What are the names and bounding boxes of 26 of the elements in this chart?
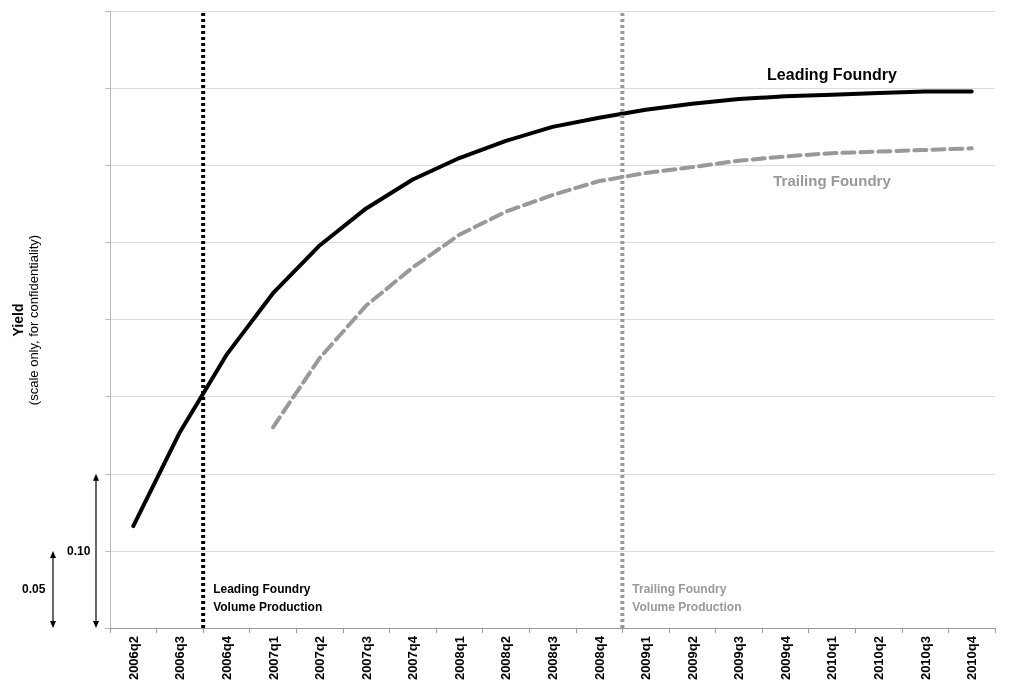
x-tick-label: 2010q3 <box>917 636 933 681</box>
x-tick-label: 2008q4 <box>591 635 607 681</box>
x-tick-label: 2006q4 <box>218 635 234 681</box>
x-tick-label: 2006q2 <box>125 636 141 681</box>
x-tick-label: 2007q4 <box>405 635 421 681</box>
x-tick-label: 2009q1 <box>638 636 654 681</box>
ref-line-label: Trailing Foundry Volume Production <box>632 581 742 616</box>
series-label: Trailing Foundry <box>773 172 892 190</box>
x-tick-label: 2006q3 <box>172 636 188 681</box>
x-tick-label: 2007q2 <box>312 636 328 681</box>
text: 0.10 <box>67 542 91 560</box>
x-tick-label: 2010q2 <box>871 636 887 681</box>
x-tick-label: 2008q3 <box>545 636 560 681</box>
x-tick-label: 2010q4 <box>964 635 980 681</box>
y-axis-title: Yield (scale only, for confidentiality) <box>10 234 42 405</box>
x-tick-label: 2007q1 <box>265 636 281 681</box>
text: 0.05 <box>22 581 46 599</box>
x-tick-label: 2009q3 <box>731 636 747 681</box>
x-tick-label: 2008q2 <box>498 636 514 681</box>
x-tick-label: 2010q1 <box>824 636 840 681</box>
series-label: Leading Foundry <box>767 66 897 84</box>
ref-line-label: Leading Foundry Volume Production <box>213 581 323 616</box>
x-tick-label: 2009q4 <box>777 635 793 681</box>
x-tick-label: 2008q1 <box>451 636 467 681</box>
x-tick-label: 2007q3 <box>358 636 374 681</box>
x-tick-label: 2009q2 <box>684 636 700 681</box>
